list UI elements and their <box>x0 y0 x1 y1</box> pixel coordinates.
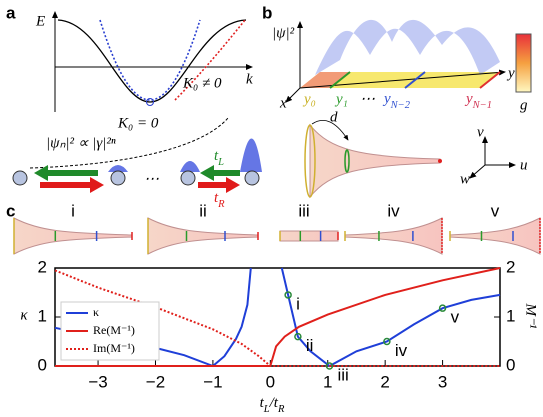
x-axis-label: tL/tR <box>260 395 285 414</box>
page: {"panel_labels":["a","b","c"], "panel_a"… <box>0 0 543 417</box>
panel-label: b <box>262 3 272 22</box>
text-part: R <box>217 199 225 210</box>
point-label: iv <box>395 341 408 360</box>
text-part: L <box>217 157 224 168</box>
annotation: d <box>330 109 338 125</box>
y2-tick-label: 2 <box>506 257 515 276</box>
text-part: y <box>382 91 391 107</box>
axis-label: u <box>520 157 528 173</box>
ellipsis: ⋯ <box>144 171 159 187</box>
x-tick-label: 2 <box>380 372 389 391</box>
axis-label: y <box>506 65 515 81</box>
horn-label: v <box>491 201 500 220</box>
y2-axis-label: M⁻¹ <box>523 303 539 329</box>
horn <box>280 231 338 241</box>
y-tick-label: 1 <box>38 306 47 325</box>
point-label: i <box>296 294 300 313</box>
y2-tick-label: 0 <box>506 355 515 374</box>
axis-label: |ψ|² <box>272 25 295 41</box>
point-label: ii <box>306 336 314 355</box>
axis-label: v <box>477 124 484 140</box>
x-tick-label: 1 <box>323 372 332 391</box>
panel-label: a <box>6 3 16 22</box>
horn-label: i <box>71 201 75 220</box>
x-tick-label: −3 <box>88 372 107 391</box>
hop-label: tR <box>214 190 225 209</box>
site-label: yN−1 <box>464 91 492 110</box>
text-part: y <box>464 91 473 107</box>
x-tick-label: −2 <box>146 372 165 391</box>
annotation: K₀ ≠ 0 <box>182 75 222 91</box>
legend-label: κ <box>93 305 99 319</box>
lattice-3d <box>286 20 531 102</box>
dispersion <box>55 12 252 112</box>
x-tick-label: 0 <box>266 372 275 391</box>
legend-label: Im(M⁻¹) <box>93 341 135 355</box>
y2-tick-label: 1 <box>506 306 515 325</box>
annotation: |ψₙ|² ∝ |γ|²ⁿ <box>46 135 116 151</box>
annotation: K₀ = 0 <box>117 115 159 131</box>
point-label: v <box>451 308 460 327</box>
ellipsis: ⋯ <box>360 91 375 107</box>
y-tick-label: 0 <box>38 355 47 374</box>
text-part: R <box>277 404 285 415</box>
axis-label: k <box>246 71 253 87</box>
text-part: N−2 <box>390 100 411 111</box>
axis-label: x <box>279 95 287 111</box>
hop-label: tL <box>214 148 224 167</box>
horn-label: iv <box>387 201 400 220</box>
x-tick-label: 3 <box>438 372 447 391</box>
horn <box>14 218 132 254</box>
horn <box>345 218 442 254</box>
point-label: iii <box>337 365 348 384</box>
axis-label: E <box>35 13 45 29</box>
text-part: N−1 <box>472 100 492 111</box>
site-label: y₀ <box>302 91 316 107</box>
y-tick-label: 2 <box>38 257 47 276</box>
horn-label: ii <box>199 201 207 220</box>
y-axis-label: κ <box>20 307 28 323</box>
horn <box>148 218 258 254</box>
legend-label: Re(M⁻¹) <box>93 323 135 337</box>
x-tick-label: −1 <box>203 372 222 391</box>
site-label: y₁ <box>334 91 348 107</box>
colorbar-label: g <box>520 97 528 113</box>
site-label: yN−2 <box>382 91 411 110</box>
figure: a b c E k K₀ = 0 K₀ ≠ 0 |ψₙ|² ∝ |γ|²ⁿ ⋯ … <box>0 0 543 417</box>
axis-label: w <box>460 171 470 187</box>
horn-label: iii <box>298 201 309 220</box>
horn <box>450 218 540 254</box>
